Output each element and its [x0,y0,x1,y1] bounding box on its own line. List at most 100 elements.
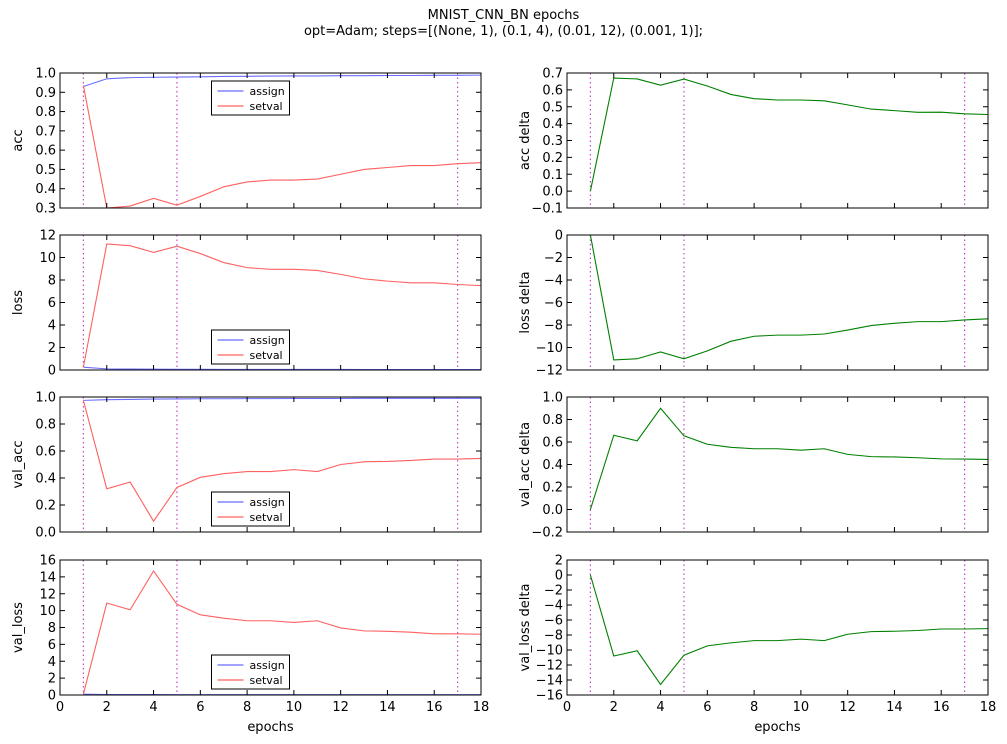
series-line-assign [83,366,481,370]
y-tick-label: 12 [39,587,56,602]
legend-box [211,80,290,116]
y-tick-label: −0.1 [531,202,563,217]
x-tick-label: 16 [933,700,950,715]
y-tick-label: 0 [48,364,56,379]
x-tick-label: 2 [610,700,618,715]
legend: assign setval [211,80,290,116]
y-tick-label: 0.5 [35,163,56,178]
legend-label-setval: setval [250,674,283,687]
y-tick-label: 0.8 [35,418,56,433]
y-tick-label: 2 [555,554,563,569]
y-tick-label: 0.2 [542,481,563,496]
series-line-setval [82,243,481,368]
x-tick-label: 14 [379,700,396,715]
y-tick-label: −16 [536,689,563,704]
y-tick-label: 2 [48,341,56,356]
y-tick-label: −14 [536,674,563,689]
x-tick-label: 8 [750,700,758,715]
y-axis-label: loss delta [518,271,533,333]
y-tick-label: 0.3 [542,134,563,149]
x-tick-label: 18 [980,700,997,715]
y-axis-label: loss [11,290,26,315]
legend-label-assign: assign [250,334,285,347]
x-tick-label: 6 [196,700,204,715]
legend-label-setval: setval [250,100,283,113]
legend: assign setval [211,654,290,690]
x-tick-label: 2 [103,700,111,715]
y-axis-label: val_loss delta [518,584,533,672]
x-tick-label: 18 [473,700,490,715]
y-axis-label: acc [11,129,26,151]
y-tick-label: 0.4 [542,117,563,132]
y-tick-label: −12 [536,364,563,379]
x-tick-label: 16 [426,700,443,715]
y-tick-label: 0.8 [35,105,56,120]
series-line-setval [82,85,481,208]
y-tick-label: 6 [48,638,56,653]
y-tick-label: 0.8 [542,413,563,428]
y-tick-label: 0.3 [35,202,56,217]
series-line [589,235,988,361]
x-tick-label: 4 [149,700,157,715]
y-tick-label: 8 [48,621,56,636]
x-axis-label: epochs [754,720,801,735]
y-axis-label: val_loss [11,602,26,653]
y-tick-label: 16 [39,554,56,569]
y-tick-label: 1.0 [35,67,56,82]
x-tick-label: 0 [563,700,571,715]
y-tick-label: 0.7 [542,67,563,82]
y-tick-label: 10 [39,604,56,619]
y-tick-label: −6 [544,296,563,311]
x-tick-label: 8 [243,700,251,715]
figure-title: MNIST_CNN_BN epochs [427,8,580,23]
legend-label-assign: assign [250,659,285,672]
series-line-assign [83,397,481,401]
y-tick-label: 0.0 [35,526,56,541]
y-tick-label: 0.4 [35,182,56,197]
y-tick-label: 1.0 [542,391,563,406]
y-tick-label: −12 [536,659,563,674]
series-line-setval [82,569,481,695]
y-tick-label: −10 [536,341,563,356]
y-tick-label: 0.1 [542,168,563,183]
y-tick-label: 2 [48,672,56,687]
y-tick-label: 0.4 [542,458,563,473]
axes-frame [59,396,482,533]
axes-frame [59,72,482,209]
y-tick-label: 0 [555,569,563,584]
series-line-assign [83,74,481,88]
axes-frame [566,396,989,533]
axes-frame [566,234,989,371]
y-tick-label: 0.0 [542,503,563,518]
y-tick-label: −8 [544,629,563,644]
y-tick-label: 12 [39,229,56,244]
legend-box [211,654,290,690]
y-tick-label: 0.0 [542,185,563,200]
legend: assign setval [211,491,290,527]
series-line [589,574,988,686]
legend-label-assign: assign [250,496,285,509]
legend-label-assign: assign [250,85,285,98]
x-axis-label: epochs [247,720,294,735]
y-tick-label: −6 [544,614,563,629]
y-axis-label: val_acc [11,440,26,488]
x-tick-label: 12 [839,700,856,715]
series-line-setval [82,400,481,523]
legend-box [211,329,290,365]
y-axis-label: val_acc delta [518,422,533,507]
legend-label-setval: setval [250,511,283,524]
y-tick-label: −2 [544,251,563,266]
y-tick-label: 0.6 [35,445,56,460]
subplot-val_acc_delta: −0.2 0.0 0.2 0.4 0.6 0.8 1.0 val_acc delta [518,391,989,541]
legend-label-setval: setval [250,349,283,362]
y-tick-label: 10 [39,251,56,266]
y-tick-label: 14 [39,570,56,585]
y-tick-label: 0.7 [35,124,56,139]
legend: assign setval [211,329,290,365]
y-tick-label: 0.9 [35,86,56,101]
y-tick-label: −0.2 [531,526,563,541]
x-tick-label: 10 [286,700,303,715]
